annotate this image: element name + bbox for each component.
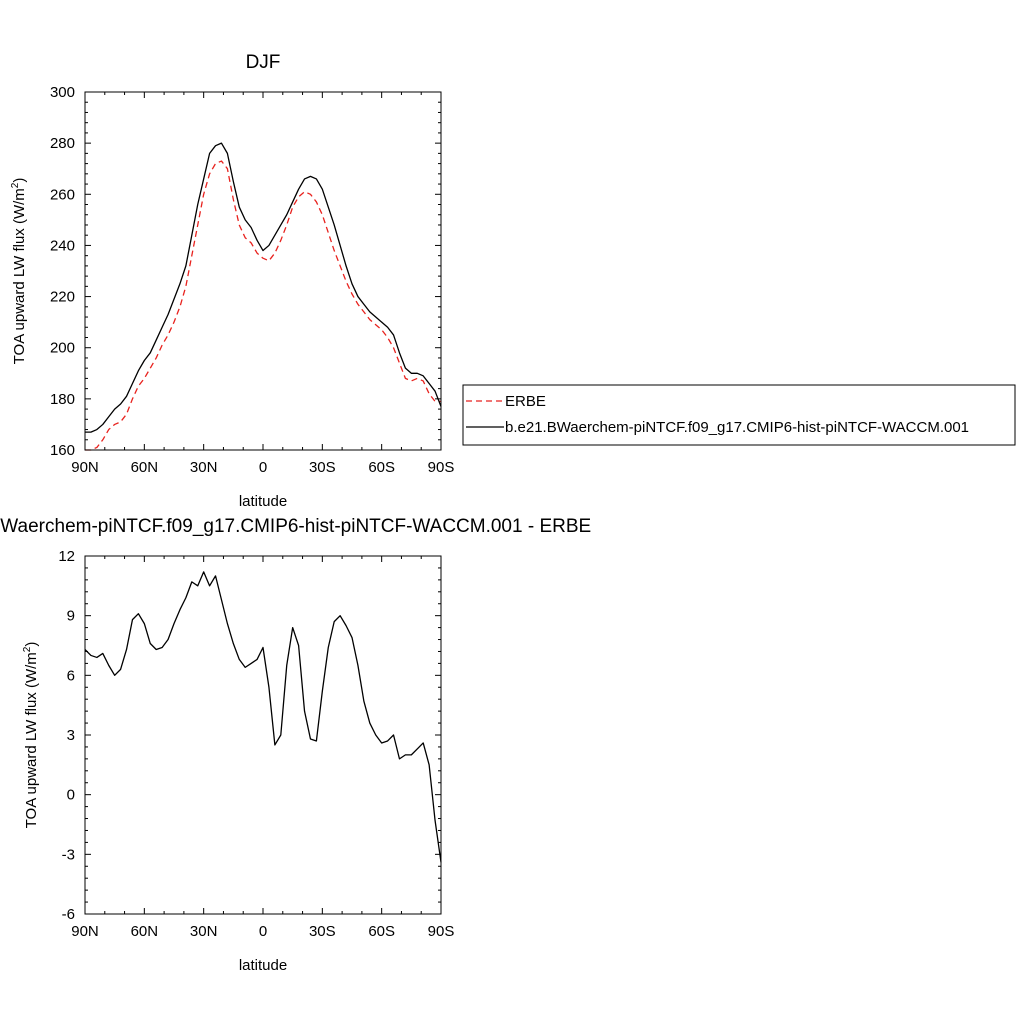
panel-top-series-line-1 [85,142,442,433]
legend-label-model: b.e21.BWaerchem-piNTCF.f09_g17.CMIP6-his… [505,419,969,436]
panel-top-ytick-label: 200 [50,340,75,357]
legend: ERBE b.e21.BWaerchem-piNTCF.f09_g17.CMIP… [462,384,1016,446]
panel-top-series [85,142,442,451]
panel-top-ytick-label: 180 [50,391,75,408]
panel-bottom-xtick-label: 30S [309,923,336,940]
panel-top-ylabel: TOA upward LW flux (W/m2) [10,178,28,365]
panel-bottom-xlabel: latitude [239,957,287,974]
panel-top-xtick-label: 90N [71,459,99,476]
panel-top-ytick-label: 280 [50,135,75,152]
panel-bottom-xtick-label: 90N [71,923,99,940]
panel-top-series-line-0 [85,160,441,451]
panel-bottom-ytick-label: 3 [67,727,75,744]
panel-top-ytick-label: 220 [50,289,75,306]
panel-bottom-chart: b.e21.BWaerchem-piNTCF.f09_g17.CMIP6-his… [0,516,591,974]
panel-top-title: DJF [246,52,281,73]
panel-top-ytick-label: 260 [50,186,75,203]
panel-bottom-ytick-label: 9 [67,608,75,625]
panel-top-ytick-label: 160 [50,442,75,459]
panel-top-xtick-label: 30N [190,459,218,476]
panel-bottom-xtick-label: 60S [368,923,395,940]
panel-bottom-ticks: 90N 60N 30N 0 30S 60S 90S -6 -3 0 3 6 9 12 [58,548,454,940]
panel-top-xtick-label: 60N [131,459,159,476]
panel-bottom-ylabel-end: ) [23,642,40,647]
legend-box [462,384,1016,446]
panel-bottom-ytick-label: 6 [67,667,75,684]
panel-top-xtick-label: 0 [259,459,267,476]
panel-top-chart: DJF 90N 60N 30N 0 30S 60S 90S 160 180 200 220 240 26… [10,52,1016,510]
panel-top-xtick-label: 60S [368,459,395,476]
panel-bottom-ytick-label: 0 [67,787,75,804]
panel-bottom-ylabel-sup: 2 [22,646,33,652]
panel-bottom-xtick-label: 0 [259,923,267,940]
panel-bottom-ytick-label: -3 [62,846,75,863]
panel-bottom-ylabel: TOA upward LW flux (W/m2) [22,642,40,829]
panel-top-ytick-label: 240 [50,237,75,254]
panel-bottom-series-line-0 [84,571,442,863]
panel-bottom-title: b.e21.BWaerchem-piNTCF.f09_g17.CMIP6-his… [0,516,591,537]
panel-bottom-xtick-label: 90S [428,923,455,940]
panel-top-xtick-label: 90S [428,459,455,476]
panel-top-ylabel-main: TOA upward LW flux (W/m [11,188,28,364]
panel-top-ytick-label: 300 [50,84,75,101]
panel-bottom-ytick-label: -6 [62,906,75,923]
panel-top-xtick-label: 30S [309,459,336,476]
panel-bottom-xtick-label: 30N [190,923,218,940]
panel-bottom-ytick-label: 12 [58,548,75,565]
legend-label-erbe: ERBE [505,393,546,410]
panel-top-ticks: 90N 60N 30N 0 30S 60S 90S 160 180 200 220 240 260 280… [50,84,454,476]
panel-bottom-ylabel-main: TOA upward LW flux (W/m [23,652,40,828]
panel-bottom-series [84,571,442,863]
panel-top-xlabel: latitude [239,493,287,510]
panel-top-ylabel-end: ) [11,178,28,183]
panel-top-ylabel-sup: 2 [10,182,21,188]
panel-bottom-xtick-label: 60N [131,923,159,940]
